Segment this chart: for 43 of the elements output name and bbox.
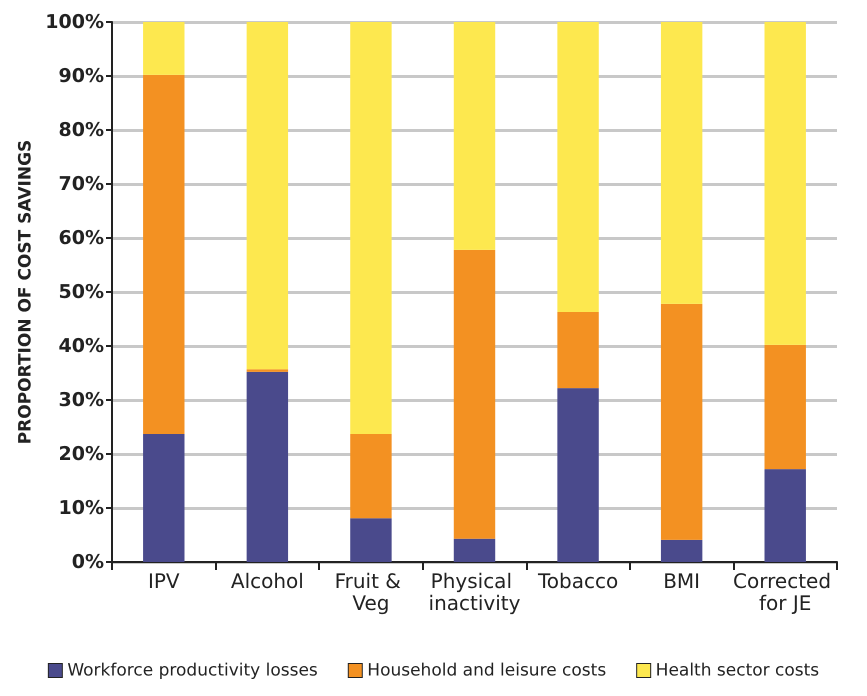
x-tick-label: Corrected for JE — [733, 569, 838, 615]
y-tick-label: 30% — [58, 389, 104, 411]
bar — [246, 369, 288, 372]
bar — [454, 22, 496, 250]
bar — [764, 469, 806, 562]
bar — [764, 344, 806, 470]
y-tick-label: 40% — [58, 335, 104, 357]
bar — [454, 250, 496, 539]
bar — [557, 312, 599, 388]
legend-label: Workforce productivity losses — [67, 660, 318, 680]
y-tick-label: 20% — [58, 443, 104, 465]
bar — [557, 388, 599, 562]
y-tick-label: 60% — [58, 227, 104, 249]
x-tick-label: IPV — [148, 569, 180, 593]
bar — [350, 22, 392, 434]
y-tick-label: 70% — [58, 173, 104, 195]
y-tick-label: 50% — [58, 281, 104, 303]
y-axis-title: PROPORTION OF COST SAVINGS — [16, 140, 36, 444]
bar — [143, 22, 184, 75]
bar — [143, 434, 184, 562]
bar — [350, 434, 392, 518]
bar — [660, 540, 702, 562]
bar — [660, 22, 702, 304]
bar — [246, 372, 288, 562]
bar — [454, 538, 496, 562]
y-tick-label: 0% — [72, 551, 104, 573]
y-tick-label: 10% — [58, 497, 104, 519]
bar — [246, 22, 288, 370]
y-tick-label: 90% — [58, 65, 104, 87]
x-tick-label: Alcohol — [230, 569, 304, 593]
y-tick-label: 80% — [58, 119, 104, 141]
x-tick-label: BMI — [663, 569, 700, 593]
x-tick-label: Fruit & Veg — [334, 569, 408, 615]
bar — [660, 304, 702, 540]
legend-label: Health sector costs — [656, 660, 820, 680]
bar — [764, 22, 806, 345]
bar — [350, 518, 392, 562]
x-tick-label: Physical inactivity — [428, 569, 521, 615]
bar — [143, 74, 184, 434]
y-tick-label: 100% — [45, 11, 104, 33]
bar — [557, 22, 599, 312]
legend-label: Household and leisure costs — [367, 660, 606, 680]
x-tick-label: Tobacco — [536, 569, 618, 593]
